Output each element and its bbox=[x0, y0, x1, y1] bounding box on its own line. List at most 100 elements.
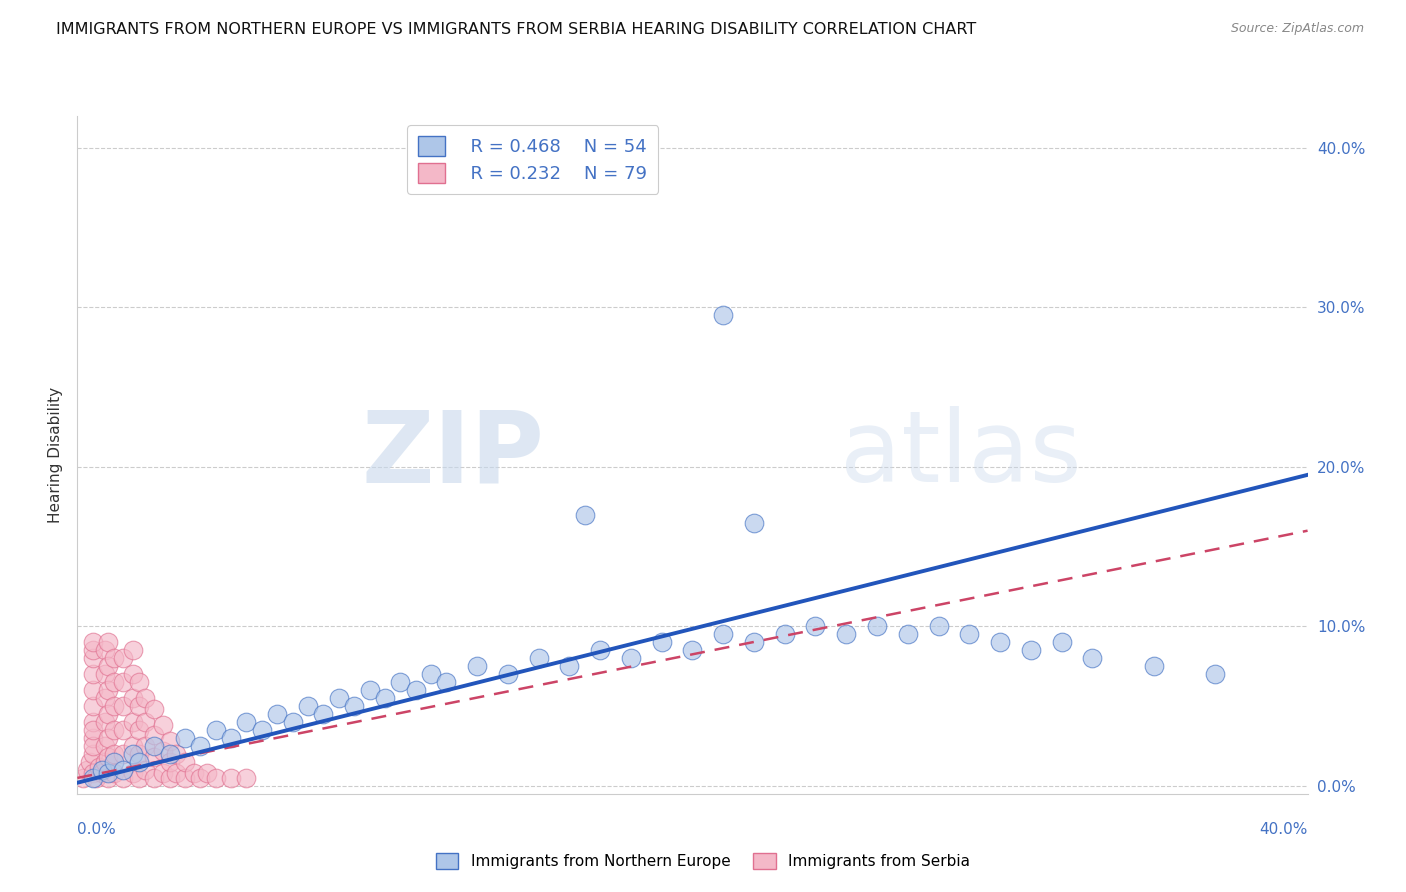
Point bbox=[235, 715, 257, 730]
Point bbox=[82, 715, 104, 730]
Point bbox=[219, 731, 242, 745]
Point bbox=[204, 771, 226, 785]
Point bbox=[112, 763, 135, 777]
Point bbox=[195, 766, 218, 780]
Point bbox=[558, 659, 581, 673]
Point bbox=[496, 667, 519, 681]
Point bbox=[574, 508, 596, 522]
Point bbox=[174, 771, 197, 785]
Point bbox=[82, 747, 104, 761]
Point bbox=[174, 731, 197, 745]
Point bbox=[742, 635, 765, 649]
Point bbox=[121, 643, 143, 657]
Point bbox=[897, 627, 920, 641]
Point bbox=[121, 747, 143, 761]
Point bbox=[121, 715, 143, 730]
Point bbox=[82, 643, 104, 657]
Point bbox=[112, 747, 135, 761]
Point bbox=[374, 691, 396, 706]
Point bbox=[152, 718, 174, 732]
Point bbox=[97, 707, 120, 722]
Point bbox=[82, 731, 104, 745]
Point bbox=[651, 635, 673, 649]
Point bbox=[128, 675, 150, 690]
Point bbox=[183, 766, 205, 780]
Point bbox=[589, 643, 612, 657]
Point bbox=[82, 723, 104, 737]
Point bbox=[152, 744, 174, 758]
Point bbox=[121, 766, 143, 780]
Point bbox=[103, 651, 125, 665]
Point bbox=[1081, 651, 1104, 665]
Point bbox=[121, 667, 143, 681]
Point bbox=[97, 731, 120, 745]
Point bbox=[79, 755, 101, 769]
Point bbox=[188, 771, 212, 785]
Point bbox=[82, 766, 104, 780]
Text: Source: ZipAtlas.com: Source: ZipAtlas.com bbox=[1230, 22, 1364, 36]
Point bbox=[281, 715, 304, 730]
Point bbox=[143, 771, 166, 785]
Point bbox=[204, 723, 226, 737]
Point bbox=[711, 627, 734, 641]
Point bbox=[219, 771, 242, 785]
Point bbox=[121, 739, 143, 753]
Point bbox=[389, 675, 412, 690]
Point bbox=[159, 747, 181, 761]
Point bbox=[94, 643, 117, 657]
Point bbox=[97, 659, 120, 673]
Point bbox=[103, 699, 125, 714]
Text: 0.0%: 0.0% bbox=[77, 822, 117, 837]
Point bbox=[82, 739, 104, 753]
Point bbox=[82, 683, 104, 698]
Point bbox=[188, 739, 212, 753]
Point bbox=[103, 747, 125, 761]
Point bbox=[266, 707, 288, 722]
Y-axis label: Hearing Disability: Hearing Disability bbox=[48, 387, 63, 523]
Point bbox=[128, 771, 150, 785]
Point bbox=[988, 635, 1011, 649]
Point bbox=[804, 619, 827, 633]
Point bbox=[112, 699, 135, 714]
Point bbox=[312, 707, 335, 722]
Point bbox=[134, 715, 156, 730]
Point bbox=[1050, 635, 1073, 649]
Point bbox=[165, 766, 187, 780]
Point bbox=[82, 667, 104, 681]
Point bbox=[359, 683, 381, 698]
Point bbox=[121, 691, 143, 706]
Point bbox=[72, 771, 94, 785]
Point bbox=[835, 627, 858, 641]
Point bbox=[103, 723, 125, 737]
Point bbox=[343, 699, 366, 714]
Point bbox=[465, 659, 488, 673]
Point bbox=[134, 691, 156, 706]
Text: atlas: atlas bbox=[841, 407, 1081, 503]
Point bbox=[128, 699, 150, 714]
Point bbox=[97, 683, 120, 698]
Point bbox=[159, 734, 181, 748]
Point bbox=[1143, 659, 1166, 673]
Point bbox=[90, 766, 114, 780]
Point bbox=[94, 739, 117, 753]
Point bbox=[866, 619, 889, 633]
Point bbox=[82, 651, 104, 665]
Text: 40.0%: 40.0% bbox=[1260, 822, 1308, 837]
Point bbox=[1204, 667, 1226, 681]
Point bbox=[405, 683, 427, 698]
Point bbox=[143, 702, 166, 716]
Point bbox=[957, 627, 980, 641]
Point bbox=[94, 755, 117, 769]
Point bbox=[143, 750, 166, 764]
Point bbox=[711, 309, 734, 323]
Point bbox=[436, 675, 458, 690]
Point bbox=[82, 635, 104, 649]
Point bbox=[134, 763, 156, 777]
Point bbox=[152, 766, 174, 780]
Point bbox=[84, 771, 107, 785]
Point bbox=[527, 651, 550, 665]
Point bbox=[250, 723, 273, 737]
Legend:   R = 0.468    N = 54,   R = 0.232    N = 79: R = 0.468 N = 54, R = 0.232 N = 79 bbox=[406, 125, 658, 194]
Point bbox=[297, 699, 319, 714]
Point bbox=[174, 755, 197, 769]
